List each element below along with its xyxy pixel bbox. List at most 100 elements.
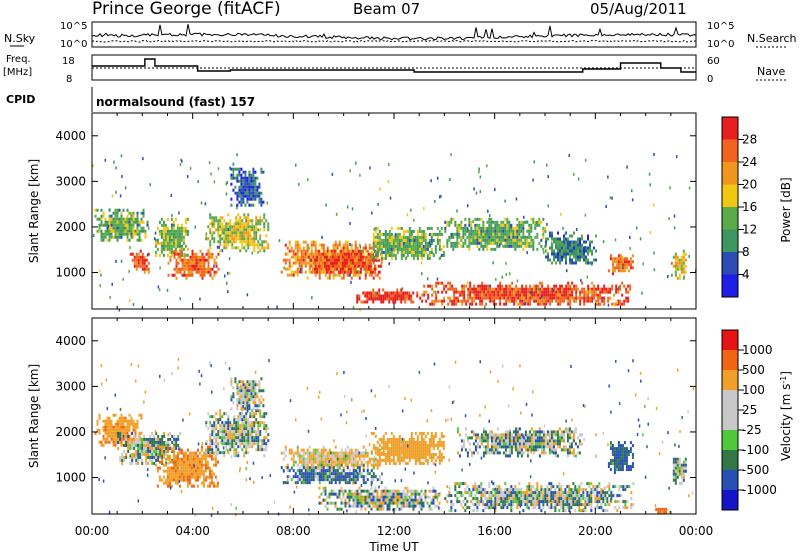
range-gate-cell	[120, 217, 123, 221]
range-gate-cell	[367, 252, 370, 256]
range-gate-cell	[465, 284, 468, 288]
range-gate-cell	[134, 431, 137, 435]
range-gate-cell	[181, 261, 184, 265]
range-gate-cell	[370, 457, 373, 461]
range-gate-cell	[120, 413, 123, 417]
range-gate-cell	[170, 469, 173, 473]
range-gate-cell	[201, 270, 204, 274]
range-gate-cell	[384, 440, 387, 444]
noise-left-tick-top: 10^5	[60, 21, 87, 32]
range-gate-cell	[178, 484, 181, 488]
range-gate-cell	[475, 296, 478, 300]
range-gate-cell	[366, 454, 369, 458]
range-gate-cell	[176, 238, 179, 242]
range-gate-cell	[145, 455, 148, 459]
range-gate-cell	[102, 419, 105, 423]
range-gate-cell	[378, 294, 381, 298]
range-gate-cell	[382, 440, 385, 444]
range-gate-cell	[232, 176, 235, 180]
range-gate-cell	[609, 196, 612, 200]
range-gate-cell	[267, 246, 270, 250]
range-gate-cell	[580, 279, 582, 283]
range-gate-cell	[515, 290, 518, 294]
range-gate-cell	[567, 237, 569, 241]
range-gate-cell	[252, 389, 255, 393]
range-gate-cell	[142, 226, 145, 230]
range-gate-cell	[388, 250, 391, 254]
range-gate-cell	[497, 293, 500, 297]
range-gate-cell	[494, 232, 497, 236]
range-gate-cell	[674, 255, 677, 259]
range-gate-cell	[324, 270, 327, 274]
range-gate-cell	[124, 434, 127, 438]
range-gate-cell	[135, 264, 138, 268]
range-gate-cell	[394, 449, 397, 453]
range-gate-cell	[238, 401, 241, 405]
range-gate-cell	[98, 217, 101, 221]
range-gate-cell	[243, 439, 246, 443]
range-gate-cell	[338, 475, 341, 479]
range-gate-cell	[235, 427, 238, 431]
range-gate-cell	[378, 276, 381, 280]
range-gate-cell	[295, 163, 297, 167]
range-gate-cell	[229, 237, 232, 241]
range-gate-cell	[372, 478, 375, 482]
range-gate-cell	[256, 383, 259, 387]
range-gate-cell	[119, 434, 122, 438]
range-gate-cell	[563, 296, 566, 300]
range-gate-cell	[265, 246, 268, 250]
range-gate-cell	[296, 451, 299, 455]
range-gate-cell	[503, 293, 506, 297]
range-gate-cell	[310, 451, 313, 455]
range-gate-cell	[230, 182, 233, 186]
range-gate-cell	[674, 270, 677, 274]
range-gate-cell	[139, 258, 142, 262]
range-gate-cell	[245, 231, 248, 235]
range-gate-cell	[433, 290, 436, 294]
range-gate-cell	[225, 182, 228, 186]
range-gate-cell	[170, 232, 173, 236]
range-gate-cell	[262, 170, 265, 174]
range-gate-cell	[372, 276, 375, 280]
range-gate-cell	[174, 241, 177, 245]
range-gate-cell	[263, 421, 266, 425]
range-gate-cell	[140, 416, 143, 420]
range-gate-cell	[402, 229, 405, 233]
range-gate-cell	[151, 449, 154, 453]
range-gate-cell	[263, 427, 266, 431]
range-gate-cell	[597, 287, 600, 291]
range-gate-cell	[573, 240, 575, 244]
range-gate-cell	[187, 261, 190, 265]
range-gate-cell	[382, 452, 385, 456]
range-gate-cell	[621, 302, 624, 306]
range-gate-cell	[304, 478, 307, 482]
range-gate-cell	[569, 284, 572, 288]
range-gate-cell	[255, 237, 258, 241]
range-gate-cell	[502, 235, 505, 239]
range-gate-cell	[304, 249, 307, 253]
range-gate-cell	[362, 463, 365, 467]
range-gate-cell	[133, 255, 136, 259]
range-gate-cell	[240, 404, 243, 408]
range-gate-cell	[255, 442, 258, 446]
range-gate-cell	[488, 235, 491, 239]
range-gate-cell	[495, 293, 498, 297]
range-gate-cell	[223, 219, 226, 223]
range-gate-cell	[531, 296, 534, 300]
range-gate-cell	[555, 293, 558, 297]
range-gate-cell	[96, 217, 99, 221]
range-gate-cell	[254, 401, 257, 405]
range-gate-cell	[120, 259, 123, 263]
range-gate-cell	[530, 238, 533, 242]
range-gate-cell	[441, 281, 444, 285]
range-gate-cell	[304, 451, 307, 455]
range-gate-cell	[240, 197, 243, 201]
range-gate-cell	[209, 433, 212, 437]
range-gate-cell	[412, 247, 415, 251]
range-gate-cell	[128, 226, 131, 230]
range-gate-cell	[263, 454, 266, 458]
range-gate-cell	[333, 249, 336, 253]
range-gate-cell	[228, 257, 231, 261]
range-gate-cell	[326, 466, 329, 470]
range-gate-cell	[108, 419, 111, 423]
